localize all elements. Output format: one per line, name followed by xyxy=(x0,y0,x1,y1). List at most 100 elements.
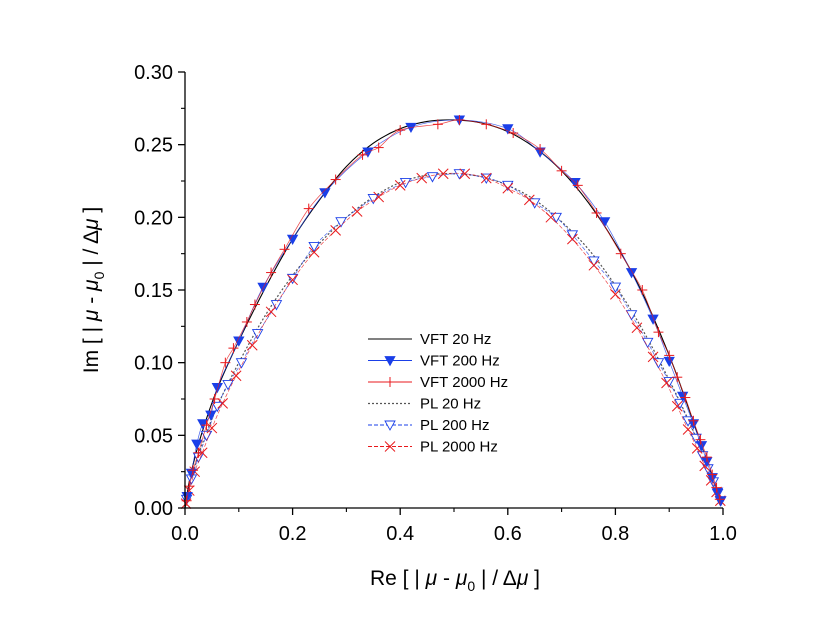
data-point xyxy=(459,168,471,180)
data-point xyxy=(373,142,384,153)
data-point xyxy=(707,469,718,480)
x-tick-label: 0.4 xyxy=(386,523,414,545)
data-point xyxy=(249,299,260,310)
data-point xyxy=(191,439,203,450)
data-point xyxy=(270,300,283,311)
data-point xyxy=(362,147,374,158)
data-point xyxy=(695,441,708,452)
legend-label: VFT 20 Hz xyxy=(420,331,491,348)
data-point xyxy=(286,234,299,245)
legend-item: VFT 200 Hz xyxy=(368,353,500,370)
data-point xyxy=(308,246,320,258)
data-point xyxy=(330,225,341,236)
x-tick-label: 0.8 xyxy=(601,523,629,545)
data-point xyxy=(598,217,611,228)
data-point xyxy=(680,392,691,403)
data-point xyxy=(591,207,602,218)
data-point xyxy=(351,206,363,217)
legend-item: VFT 2000 Hz xyxy=(368,374,508,391)
x-tick-label: 0.2 xyxy=(279,523,307,545)
data-point xyxy=(201,420,212,431)
data-point xyxy=(303,203,314,214)
legend-item: PL 20 Hz xyxy=(368,396,481,413)
legend-item: VFT 20 Hz xyxy=(368,331,491,348)
legend-marker xyxy=(384,356,396,367)
data-point xyxy=(647,314,659,325)
data-point xyxy=(246,339,258,351)
data-point xyxy=(217,398,229,409)
data-point xyxy=(230,370,242,382)
data-point xyxy=(588,259,600,271)
series-line xyxy=(186,173,722,501)
data-point xyxy=(671,400,683,412)
legend-label: PL 2000 Hz xyxy=(420,439,498,456)
data-point xyxy=(690,433,702,445)
data-point xyxy=(481,119,492,130)
data-point xyxy=(572,180,583,191)
x-axis-title: Re [ | μ - μ0 | / Δμ ] xyxy=(370,567,540,594)
data-point xyxy=(502,124,514,135)
x-tick-label: 0.0 xyxy=(171,523,199,545)
data-point xyxy=(197,419,209,430)
data-point xyxy=(688,415,699,426)
legend-label: VFT 200 Hz xyxy=(420,353,500,370)
data-point xyxy=(695,434,706,445)
data-point xyxy=(502,180,514,192)
data-point xyxy=(556,165,567,176)
data-point xyxy=(567,233,578,245)
y-tick-label: 0.05 xyxy=(134,425,173,447)
data-point xyxy=(308,241,320,253)
data-point xyxy=(550,212,562,224)
data-point xyxy=(566,230,579,241)
data-point xyxy=(637,285,648,295)
data-point xyxy=(641,337,654,349)
data-point xyxy=(265,306,277,318)
data-point xyxy=(535,144,546,155)
data-point xyxy=(287,274,298,286)
data-point xyxy=(714,494,725,505)
data-point xyxy=(672,372,683,383)
legend-item: PL 200 Hz xyxy=(368,417,490,434)
data-point xyxy=(335,217,347,228)
data-point xyxy=(228,343,239,354)
data-point xyxy=(625,310,638,321)
data-point xyxy=(508,128,519,139)
legend-marker xyxy=(385,377,395,387)
data-point xyxy=(367,193,380,205)
data-point xyxy=(664,350,675,361)
data-point xyxy=(193,447,204,458)
data-point xyxy=(615,248,626,259)
y-tick-label: 0.15 xyxy=(134,280,173,302)
legend-label: PL 200 Hz xyxy=(420,417,490,434)
legend-marker xyxy=(384,420,396,431)
data-point xyxy=(373,191,385,203)
data-point xyxy=(625,268,638,279)
data-point xyxy=(523,194,535,206)
data-point xyxy=(682,424,694,435)
data-point xyxy=(188,465,199,476)
y-axis-title: Im [ | μ - μ0 | / Δμ ] xyxy=(80,207,107,373)
data-point xyxy=(437,168,449,180)
data-point xyxy=(663,377,675,388)
data-point xyxy=(432,119,443,130)
series-line xyxy=(185,172,721,504)
data-point xyxy=(647,351,659,363)
data-point xyxy=(395,125,406,136)
data-point xyxy=(220,357,231,368)
data-point xyxy=(426,172,439,183)
data-point xyxy=(357,149,368,160)
x-tick-label: 0.6 xyxy=(494,523,522,545)
y-tick-label: 0.10 xyxy=(134,353,173,375)
data-point xyxy=(211,382,223,394)
data-point xyxy=(609,282,622,294)
data-point xyxy=(235,358,248,369)
data-point xyxy=(251,329,264,340)
data-point xyxy=(184,481,195,492)
data-point xyxy=(701,452,712,463)
data-point xyxy=(711,482,722,493)
legend: VFT 20 Hz VFT 200 Hz VFT 2000 Hz PL 20 Hz PL… xyxy=(368,331,508,456)
data-point xyxy=(661,377,672,389)
series-vft-2000-hz xyxy=(181,114,725,506)
data-point xyxy=(209,394,220,404)
data-point xyxy=(502,182,514,194)
